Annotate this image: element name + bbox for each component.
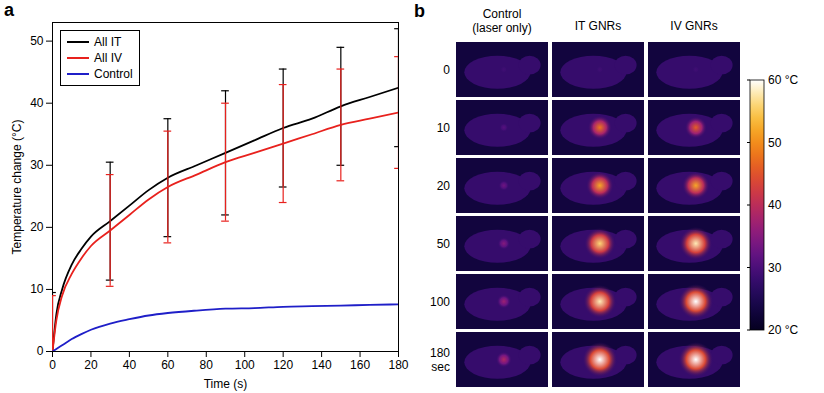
svg-text:(laser only): (laser only) <box>472 21 531 35</box>
svg-text:20: 20 <box>30 220 44 234</box>
html-text:Control: Control <box>94 67 133 81</box>
svg-text:160: 160 <box>350 358 370 372</box>
svg-text:20: 20 <box>84 358 98 372</box>
svg-text:40: 40 <box>30 96 44 110</box>
svg-text:0: 0 <box>49 358 56 372</box>
svg-text:50: 50 <box>30 34 44 48</box>
svg-text:10: 10 <box>30 282 44 296</box>
svg-text:140: 140 <box>312 358 332 372</box>
svg-text:30: 30 <box>30 158 44 172</box>
svg-text:180: 180 <box>388 358 408 372</box>
svg-text:100: 100 <box>430 295 450 309</box>
svg-text:20: 20 <box>437 179 451 193</box>
svg-text:50: 50 <box>437 237 451 251</box>
svg-text:b: b <box>414 1 425 21</box>
svg-text:80: 80 <box>200 358 214 372</box>
svg-text:60: 60 <box>161 358 175 372</box>
html-text:All IV: All IV <box>94 51 122 65</box>
svg-text:10: 10 <box>437 121 451 135</box>
svg-text:Time (s): Time (s) <box>204 377 248 391</box>
html-text:All IT: All IT <box>94 35 122 49</box>
svg-text:40: 40 <box>123 358 137 372</box>
svg-text:100: 100 <box>235 358 255 372</box>
svg-text:Control: Control <box>483 7 522 21</box>
svg-text:60 °C: 60 °C <box>768 73 798 87</box>
svg-text:sec: sec <box>431 360 450 374</box>
svg-text:30: 30 <box>768 261 782 275</box>
svg-text:IT GNRs: IT GNRs <box>575 19 621 33</box>
svg-text:0: 0 <box>443 63 450 77</box>
svg-text:120: 120 <box>273 358 293 372</box>
svg-text:180: 180 <box>430 346 450 360</box>
svg-text:Temperature change (°C): Temperature change (°C) <box>10 120 24 255</box>
svg-text:IV GNRs: IV GNRs <box>670 19 717 33</box>
svg-text:0: 0 <box>37 344 44 358</box>
svg-text:20 °C: 20 °C <box>768 323 798 337</box>
html-text:a: a <box>4 0 14 20</box>
svg-text:50: 50 <box>768 136 782 150</box>
svg-text:40: 40 <box>768 198 782 212</box>
